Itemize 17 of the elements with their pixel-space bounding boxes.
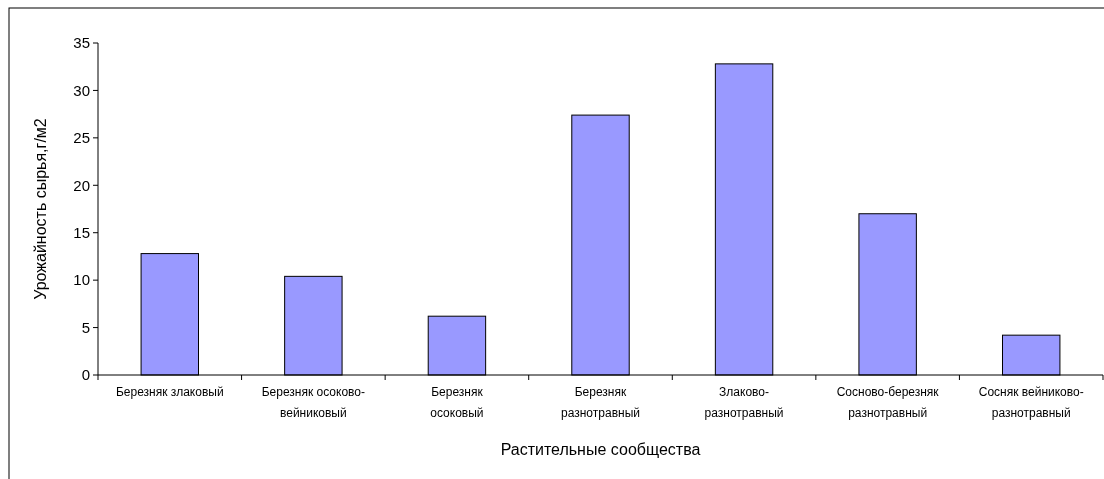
x-tick-label: Злаково- разнотравный [704,385,784,420]
y-tick-label: 25 [73,129,90,147]
y-tick-label: 0 [81,366,90,384]
x-tick-label: Березняк разнотравный [561,385,640,420]
x-tick-label: Сосново-березняк разнотравный [836,385,940,420]
y-axis-title: Урожайность сырья,г/м2 [32,118,49,300]
y-tick-label: 20 [73,176,90,194]
x-tick-label: Березняк злаковый [115,385,224,399]
x-tick-label: Березняк осоковый [430,385,484,420]
y-tick-label: 10 [73,271,90,289]
x-axis-title: Растительные сообщества [500,441,701,458]
y-tick-label: 5 [81,318,90,336]
y-tick-label: 35 [73,34,90,52]
y-tick-label: 15 [73,223,90,241]
x-tick-label: Сосняк вейниково- разнотравный [978,385,1084,420]
y-tick-label: 30 [73,81,90,99]
x-tick-label: Березняк осоково- вейниковый [261,385,366,420]
